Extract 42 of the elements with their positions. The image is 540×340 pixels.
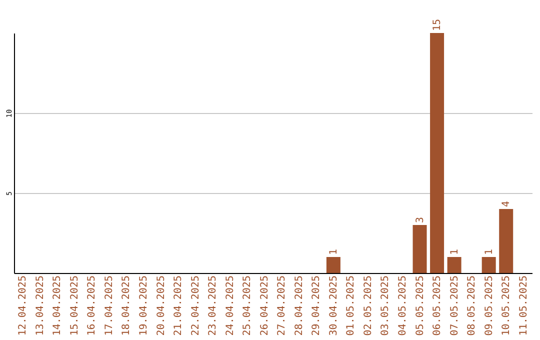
x-tick-label: 26.04.2025 <box>259 276 270 336</box>
x-tick-label: 27.04.2025 <box>276 276 288 336</box>
x-tick-label: 13.04.2025 <box>34 276 46 336</box>
bar <box>482 257 496 273</box>
x-tick-label: 25.04.2025 <box>242 276 254 336</box>
x-tick-label: 05.05.2025 <box>414 276 426 336</box>
data-label: 1 <box>484 248 495 255</box>
bar <box>499 209 514 273</box>
x-tick-label: 11.05.2025 <box>518 276 530 336</box>
x-tick-label: 09.05.2025 <box>484 276 495 336</box>
x-tick-label: 22.04.2025 <box>190 276 202 336</box>
data-label: 4 <box>501 200 512 207</box>
x-tick-label: 24.04.2025 <box>224 276 236 336</box>
bar <box>326 257 340 273</box>
x-tick-label: 01.05.2025 <box>346 276 357 336</box>
x-tick-label: 17.04.2025 <box>104 276 115 336</box>
bar <box>412 225 427 273</box>
x-tick-label: 16.04.2025 <box>86 276 98 336</box>
x-tick-label: 30.04.2025 <box>328 276 340 336</box>
x-tick-label: 14.04.2025 <box>52 276 64 336</box>
x-tick-label: 12.04.2025 <box>18 276 29 336</box>
x-tick-label: 15.04.2025 <box>69 276 80 336</box>
data-label: 15 <box>432 18 444 31</box>
x-tick-label: 23.04.2025 <box>208 276 219 336</box>
x-tick-label: 03.05.2025 <box>380 276 392 336</box>
x-tick-label: 04.05.2025 <box>398 276 408 336</box>
x-tick-label: 18.04.2025 <box>121 276 132 336</box>
x-tick-label: 08.05.2025 <box>466 276 478 336</box>
x-tick-label: 07.05.2025 <box>449 276 460 336</box>
data-label: 3 <box>414 216 426 223</box>
data-label: 1 <box>449 248 460 255</box>
x-tick-label: 06.05.2025 <box>432 276 444 336</box>
x-tick-label: 20.04.2025 <box>156 276 167 336</box>
data-label: 1 <box>328 248 340 255</box>
x-tick-label: 10.05.2025 <box>501 276 512 336</box>
x-tick-label: 21.04.2025 <box>173 276 184 336</box>
x-tick-label: 29.04.2025 <box>311 276 322 336</box>
x-tick-label: 02.05.2025 <box>362 276 374 336</box>
bar <box>430 33 444 273</box>
x-tick-label: 19.04.2025 <box>138 276 150 336</box>
bar <box>447 257 462 273</box>
x-tick-label: 28.04.2025 <box>294 276 305 336</box>
